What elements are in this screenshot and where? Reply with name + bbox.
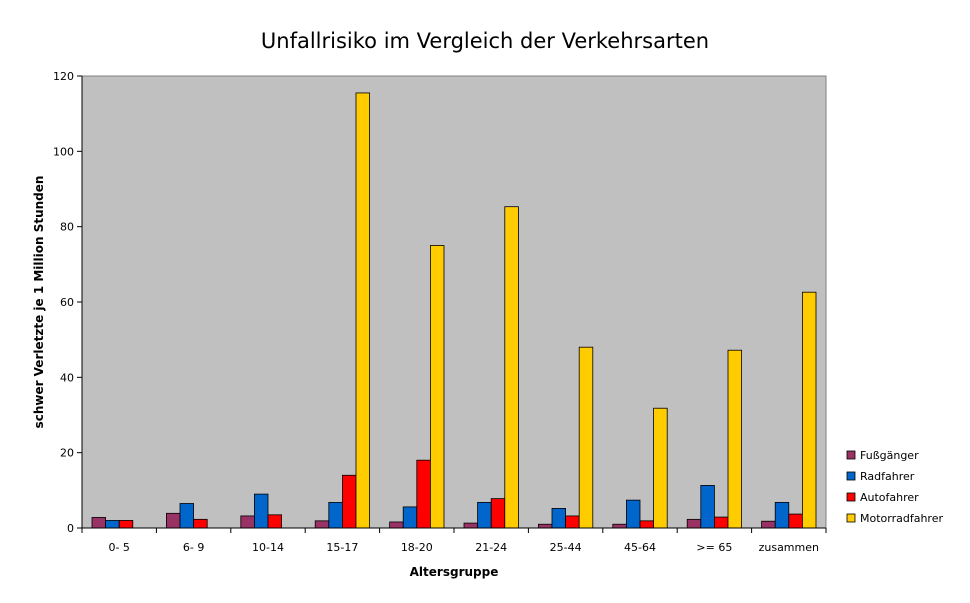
- bar: [538, 523, 553, 529]
- bar: [714, 516, 729, 529]
- bar: [105, 520, 120, 529]
- bar: [802, 291, 817, 529]
- bar: [565, 515, 580, 529]
- y-tick-label: 100: [53, 145, 74, 158]
- x-axis-label: Altersgruppe: [410, 565, 499, 579]
- x-tick-label: 10-14: [252, 541, 284, 554]
- legend-swatch: [846, 513, 856, 523]
- plot-area: [81, 75, 827, 529]
- x-tick-label: 45-64: [624, 541, 656, 554]
- x-tick-label: >= 65: [696, 541, 732, 554]
- bar: [774, 501, 790, 529]
- bar: [788, 513, 803, 529]
- bar: [686, 518, 702, 529]
- y-tick-label: 40: [60, 371, 74, 384]
- x-tick-label: 25-44: [550, 541, 582, 554]
- legend-label: Autofahrer: [860, 491, 919, 504]
- bar: [626, 499, 641, 529]
- bar: [402, 506, 418, 529]
- bar: [639, 520, 655, 529]
- x-tick-label: 21-24: [475, 541, 507, 554]
- bar: [477, 501, 492, 529]
- bar: [253, 493, 269, 529]
- x-tick-label: 15-17: [326, 541, 358, 554]
- bar: [118, 520, 134, 529]
- legend-label: Fußgänger: [860, 449, 919, 462]
- bar: [653, 407, 668, 529]
- bar: [328, 501, 343, 529]
- chart-title: Unfallrisiko im Vergleich der Verkehrsar…: [261, 29, 709, 53]
- bar: [727, 349, 743, 529]
- y-axis-label: schwer Verletzte je 1 Million Stunden: [32, 176, 46, 429]
- y-tick-label: 20: [60, 447, 74, 460]
- y-tick-label: 60: [60, 296, 74, 309]
- bar: [267, 514, 283, 529]
- bar: [612, 523, 627, 529]
- bar: [389, 521, 404, 529]
- legend-label: Radfahrer: [860, 470, 915, 483]
- bar: [700, 485, 715, 529]
- x-tick-label: 6- 9: [183, 541, 204, 554]
- bar: [578, 346, 594, 529]
- bar: [165, 512, 181, 529]
- y-tick-label: 80: [60, 221, 74, 234]
- legend-swatch: [846, 450, 856, 460]
- x-tick-label: 0- 5: [108, 541, 129, 554]
- y-tick-label: 0: [67, 522, 74, 535]
- bar: [463, 522, 479, 529]
- bar: [416, 459, 431, 529]
- y-tick-label: 120: [53, 70, 74, 83]
- legend-swatch: [846, 492, 856, 502]
- legend-label: Motorradfahrer: [860, 512, 943, 525]
- bar: [355, 92, 371, 529]
- bar: [429, 245, 445, 529]
- bar: [91, 517, 107, 529]
- legend-swatch: [846, 471, 856, 481]
- x-tick-label: 18-20: [401, 541, 433, 554]
- bar: [193, 518, 208, 529]
- bar: [490, 498, 506, 529]
- bar: [504, 206, 519, 529]
- x-tick-label: zusammen: [759, 541, 819, 554]
- legend: Fußgänger Radfahrer Autofahrer Motorradfahr…: [846, 449, 943, 525]
- bar: [179, 503, 195, 529]
- bar: [761, 520, 776, 529]
- bar: [314, 520, 330, 529]
- bar: [551, 508, 567, 529]
- bar: [341, 474, 357, 529]
- bar: [240, 515, 255, 529]
